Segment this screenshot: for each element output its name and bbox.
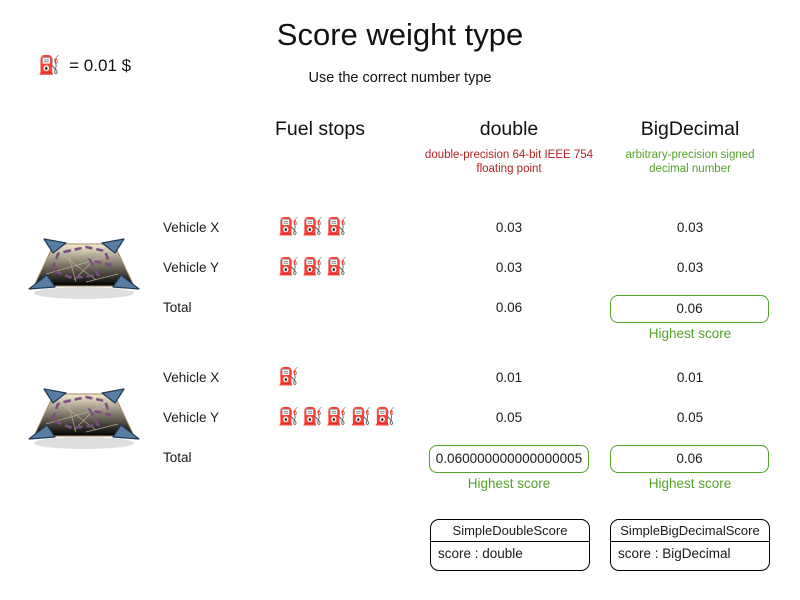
bigdecimal-note-line1: arbitrary-precision signed bbox=[625, 149, 755, 161]
g2-vehicle-x-bigdecimal-value: 0.01 bbox=[676, 370, 704, 385]
route-map-image-1 bbox=[28, 238, 140, 299]
g2-total-label: Total bbox=[163, 450, 192, 465]
double-note-line2: floating point bbox=[476, 162, 542, 175]
column-header-double: double bbox=[479, 118, 539, 140]
bigdecimal-column-note: arbitrary-precision signed decimal numbe… bbox=[600, 149, 780, 176]
g2-vehicle-x-fuel-stops: ⛽ bbox=[278, 367, 303, 387]
g2-vehicle-x-label: Vehicle X bbox=[163, 370, 220, 385]
g1-vehicle-y-label: Vehicle Y bbox=[163, 260, 220, 275]
bigdecimal-note-line2: decimal number bbox=[649, 162, 731, 175]
g1-total-label: Total bbox=[163, 300, 192, 315]
route-map-image-2 bbox=[28, 388, 140, 449]
page-subtitle: Use the correct number type bbox=[308, 70, 492, 86]
g1-total-double-value: 0.06 bbox=[495, 300, 523, 315]
g2-vehicle-y-double-value: 0.05 bbox=[495, 410, 523, 425]
g2-vehicle-y-bigdecimal-value: 0.05 bbox=[676, 410, 704, 425]
fuel-cost-legend: ⛽ = 0.01 $ bbox=[38, 55, 131, 76]
double-note-line1: double-precision 64-bit IEEE 754 bbox=[424, 149, 594, 161]
class-field-simpledoublescore: score : double bbox=[438, 546, 523, 561]
g2-total-double-box: 0.060000000000000005 bbox=[429, 445, 589, 473]
fuel-cost-legend-text: = 0.01 $ bbox=[69, 56, 132, 75]
g1-total-bigdecimal-box: 0.06 bbox=[610, 295, 769, 323]
class-box-simplebigdecimalscore: SimpleBigDecimalScore score : BigDecimal bbox=[610, 519, 770, 571]
g2-bigdecimal-highest-score-label: Highest score bbox=[648, 476, 732, 491]
g2-double-highest-score-label: Highest score bbox=[467, 476, 551, 491]
double-column-note: double-precision 64-bit IEEE 754 floatin… bbox=[419, 149, 599, 176]
g1-vehicle-x-label: Vehicle X bbox=[163, 220, 220, 235]
class-box-simpledoublescore: SimpleDoubleScore score : double bbox=[430, 519, 590, 571]
g2-total-bigdecimal-box: 0.06 bbox=[610, 445, 769, 473]
g1-vehicle-x-bigdecimal-value: 0.03 bbox=[676, 220, 704, 235]
g1-vehicle-y-fuel-stops: ⛽⛽⛽ bbox=[278, 257, 351, 277]
g1-vehicle-x-fuel-stops: ⛽⛽⛽ bbox=[278, 217, 351, 237]
column-header-fuel-stops: Fuel stops bbox=[275, 118, 365, 140]
fuel-pump-icon: ⛽ bbox=[38, 55, 61, 76]
g1-vehicle-y-double-value: 0.03 bbox=[495, 260, 523, 275]
g2-vehicle-x-double-value: 0.01 bbox=[495, 370, 523, 385]
page-title: Score weight type bbox=[276, 17, 524, 52]
class-name-simplebigdecimalscore: SimpleBigDecimalScore bbox=[611, 520, 769, 542]
g1-vehicle-x-double-value: 0.03 bbox=[495, 220, 523, 235]
column-header-bigdecimal: BigDecimal bbox=[640, 118, 740, 140]
g1-vehicle-y-bigdecimal-value: 0.03 bbox=[676, 260, 704, 275]
g2-vehicle-y-fuel-stops: ⛽⛽⛽⛽⛽ bbox=[278, 407, 399, 427]
class-field-simplebigdecimalscore: score : BigDecimal bbox=[618, 546, 731, 561]
g2-vehicle-y-label: Vehicle Y bbox=[163, 410, 220, 425]
g1-bigdecimal-highest-score-label: Highest score bbox=[648, 326, 732, 341]
class-name-simpledoublescore: SimpleDoubleScore bbox=[431, 520, 589, 542]
